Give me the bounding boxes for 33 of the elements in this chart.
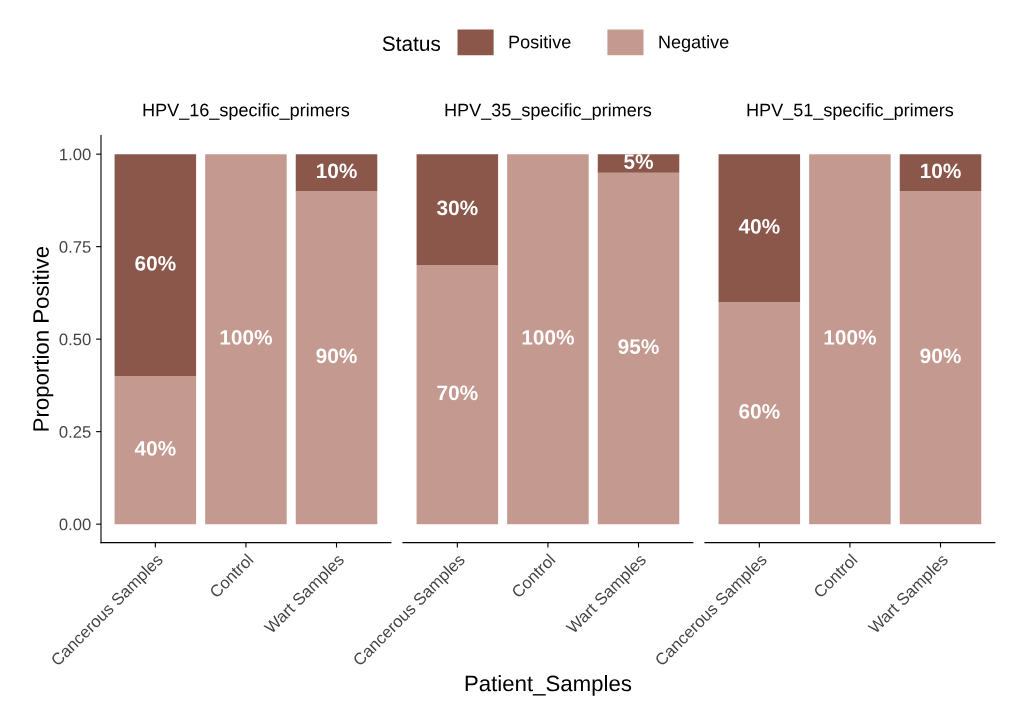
y-tick-label: 1.00 — [60, 148, 91, 161]
y-axis-title: Proportion Positive — [32, 246, 54, 431]
data-label: 100% — [220, 329, 273, 345]
data-label: 60% — [135, 255, 176, 271]
data-label: 95% — [618, 339, 659, 354]
y-tick-label: 0.75 — [59, 241, 91, 253]
x-axis-title: Patient_Samples — [465, 675, 632, 696]
y-tick-label: 0.00 — [59, 518, 91, 531]
data-label: 70% — [437, 385, 478, 401]
data-label: 90% — [316, 348, 357, 364]
chart-title: HPV_16_specific_primers — [143, 103, 350, 120]
data-label: 100% — [824, 329, 877, 345]
data-label: 10% — [316, 163, 357, 179]
y-tick-label: 0.25 — [59, 426, 91, 438]
chart-title: HPV_51_specific_primers — [747, 103, 954, 120]
data-label: 60% — [739, 403, 780, 419]
legend-title: Status — [382, 36, 441, 52]
bar — [114, 376, 197, 525]
y-tick-label: 0.50 — [59, 333, 91, 346]
data-label: 90% — [920, 348, 961, 364]
data-label: 30% — [436, 200, 478, 216]
legend-label: Negative — [659, 35, 729, 52]
legend-label: Positive — [509, 35, 571, 49]
bar — [205, 154, 287, 525]
data-label: 40% — [738, 219, 780, 234]
bar — [295, 191, 378, 525]
data-label: 10% — [920, 163, 961, 179]
bar — [114, 154, 197, 377]
chart-title: HPV_35_specific_primers — [445, 103, 652, 120]
data-label: 40% — [134, 440, 176, 456]
data-label: 5% — [624, 154, 654, 169]
data-label: 100% — [522, 329, 575, 345]
bar — [295, 154, 378, 192]
